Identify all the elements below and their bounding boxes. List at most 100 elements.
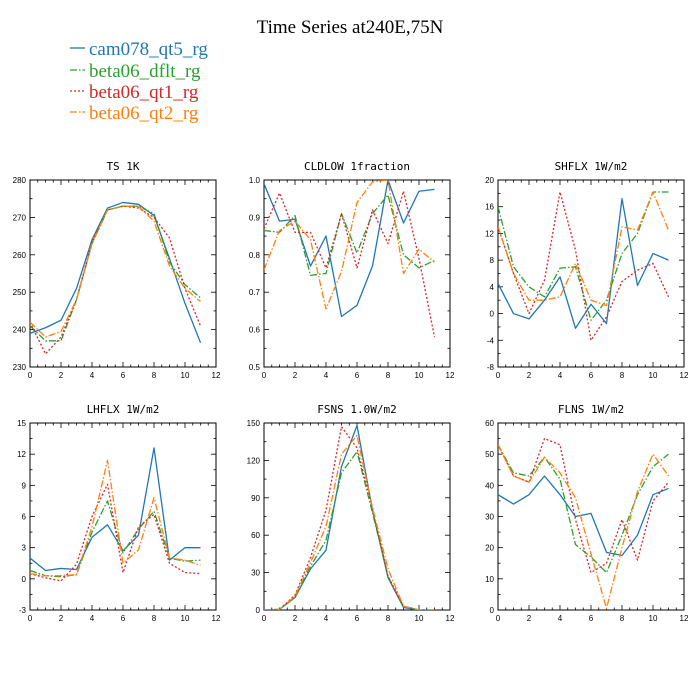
y-tick-label: 20 [485,176,494,185]
panel-title: LHFLX 1W/m2 [87,403,160,416]
y-tick-label: 12 [17,450,26,459]
y-tick-label: 0 [490,310,495,319]
y-tick-label: 12 [485,229,494,238]
series-group [264,424,435,610]
x-tick-label: 12 [446,371,455,380]
legend-entry: beta06_dflt_rg [70,61,201,82]
y-tick-label: 240 [13,326,27,335]
x-tick-label: 2 [59,614,64,623]
x-tick-label: 4 [558,614,563,623]
x-tick-label: 8 [152,371,157,380]
plot-frame [29,179,217,368]
panel-title: FSNS 1.0W/m2 [317,403,396,416]
y-tick-label: 150 [247,419,261,428]
x-tick-label: 4 [90,371,95,380]
y-tick-label: 0.9 [249,213,261,222]
y-tick-label: 0 [490,606,495,615]
y-tick-label: 15 [17,419,26,428]
series-group [498,437,670,610]
y-tick-label: 8 [490,256,495,265]
series-line [30,459,201,577]
panel-title: FLNS 1W/m2 [558,403,624,416]
y-tick-label: 250 [13,288,27,297]
x-tick-label: 0 [28,614,33,623]
x-tick-label: 6 [121,371,126,380]
x-tick-label: 6 [355,371,360,380]
series-line [264,180,435,310]
y-tick-label: -3 [19,606,27,615]
figure-title: Time Series at240E,75N [257,17,444,38]
x-tick-label: 12 [680,614,689,623]
plot-frame [497,422,685,611]
series-group [30,201,202,355]
legend-label: beta06_qt2_rg [89,103,199,124]
y-tick-label: 4 [490,283,495,292]
y-tick-label: 1.0 [249,176,261,185]
x-tick-label: 10 [415,371,424,380]
y-tick-label: 280 [13,176,27,185]
series-line [30,205,201,338]
series-line [264,180,435,318]
x-tick-label: 0 [496,371,501,380]
legend-label: cam078_qt5_rg [89,39,208,60]
y-tick-label: 40 [485,481,494,490]
x-tick-label: 10 [181,371,190,380]
x-tick-label: 8 [386,614,391,623]
x-tick-label: 0 [28,371,33,380]
x-tick-label: 8 [386,371,391,380]
chart-panel: SHFLX 1W/m2 0 2 4 6 8 10 12 -8 -4 0 4 8 12 16 20 [485,160,689,380]
x-tick-label: 12 [212,614,221,623]
y-tick-label: 260 [13,251,27,260]
chart-panel: CLDLOW 1fraction 0 2 4 6 8 10 12 0.5 0.6 0.7 0.8 0.9… [249,160,455,380]
series-group [30,447,201,582]
y-tick-label: 16 [485,203,494,212]
y-tick-label: 60 [485,419,494,428]
panel-title: SHFLX 1W/m2 [555,160,628,173]
y-tick-label: 20 [485,544,494,553]
x-tick-label: 2 [59,371,64,380]
x-tick-label: 10 [181,614,190,623]
x-tick-label: 8 [620,614,625,623]
legend-entry: beta06_qt1_rg [70,82,199,103]
x-tick-label: 0 [262,371,267,380]
series-line [264,424,435,610]
series-line [30,201,202,343]
x-tick-label: 6 [589,614,594,623]
y-tick-label: 0 [22,575,27,584]
series-line [498,198,669,329]
series-line [498,191,669,321]
x-tick-label: 4 [558,371,563,380]
chart-panel: TS 1K 0 2 4 6 8 10 12 230 240 250 260 270 280 [13,160,221,380]
y-tick-label: 30 [251,569,260,578]
plot-frame [29,422,217,611]
series-line [498,191,670,341]
series-line [30,447,201,572]
x-tick-label: 2 [527,371,532,380]
x-tick-label: 12 [680,371,689,380]
series-line [264,190,436,338]
series-line [498,444,669,574]
x-tick-label: 6 [589,371,594,380]
legend-label: beta06_qt1_rg [89,82,199,103]
y-tick-label: 120 [247,456,261,465]
y-tick-label: 270 [13,213,27,222]
panel-title: TS 1K [106,160,139,173]
series-line [264,434,435,610]
series-line [264,426,435,610]
chart-panel: FLNS 1W/m2 0 2 4 6 8 10 12 0 10 20 30 40 50 60 [485,403,689,623]
x-tick-label: 8 [620,371,625,380]
x-tick-label: 4 [324,371,329,380]
x-tick-label: 0 [262,614,267,623]
series-line [264,194,435,277]
y-tick-label: 30 [485,513,494,522]
y-tick-label: 9 [22,481,27,490]
series-line [30,483,201,582]
legend-entry: beta06_qt2_rg [70,103,199,124]
x-tick-label: 10 [649,614,658,623]
y-tick-label: 0.7 [249,288,261,297]
x-tick-label: 2 [293,371,298,380]
legend-entry: cam078_qt5_rg [70,39,208,60]
x-tick-label: 12 [446,614,455,623]
x-tick-label: 2 [293,614,298,623]
